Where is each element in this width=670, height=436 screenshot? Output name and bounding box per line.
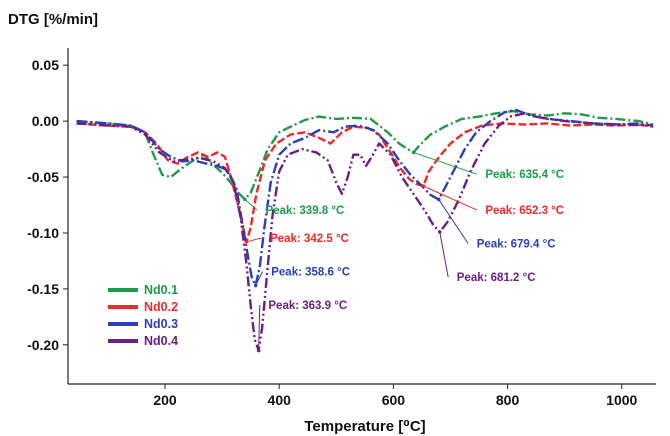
y-axis-title: DTG [%/min] xyxy=(8,11,98,28)
peak-leader-line xyxy=(423,185,477,211)
x-tick-label: 1000 xyxy=(606,392,637,408)
peak-leader-line xyxy=(438,199,469,244)
peak-leader-line xyxy=(246,237,262,243)
series-line-nd0-3 xyxy=(76,108,654,287)
x-axis-title: Temperature [⁰C] xyxy=(304,418,425,435)
peak-label: Peak: 342.5 °C xyxy=(270,233,349,245)
peak-leader-line xyxy=(258,305,261,351)
x-tick-label: 400 xyxy=(268,392,292,408)
series-line-nd0-4 xyxy=(76,112,654,352)
y-tick-label: -0.10 xyxy=(27,225,59,241)
peak-label: Peak: 635.4 °C xyxy=(485,169,564,181)
peak-leader-line xyxy=(439,231,449,278)
x-tick-label: 600 xyxy=(382,392,406,408)
peak-label: Peak: 339.8 °C xyxy=(266,205,345,217)
y-tick-label: 0.00 xyxy=(32,113,59,129)
y-tick-label: -0.05 xyxy=(27,169,59,185)
legend-entry: Nd0.4 xyxy=(144,334,178,348)
peak-marker xyxy=(411,150,416,155)
axes: 200 400 600 800 1000 0.05 0.00 -0.05 -0.10 -0.15 -… xyxy=(27,48,656,408)
peak-label: Peak: 679.4 °C xyxy=(477,239,556,251)
legend-entry: Nd0.3 xyxy=(144,317,178,331)
peak-leader-line xyxy=(255,271,264,286)
series-line-nd0-2 xyxy=(76,122,654,244)
peak-label: Peak: 363.9 °C xyxy=(268,300,347,312)
y-tick-label: -0.20 xyxy=(27,337,59,353)
peak-marker xyxy=(437,230,442,234)
legend-entry: Nd0.2 xyxy=(144,300,178,314)
peak-label: Peak: 652.3 °C xyxy=(485,205,564,217)
series-lines xyxy=(76,108,654,352)
legend-entry: Nd0.1 xyxy=(144,283,178,297)
peak-marker xyxy=(253,283,258,288)
x-tick-label: 800 xyxy=(496,392,520,408)
y-tick-label: -0.15 xyxy=(27,281,59,297)
peak-label: Peak: 358.6 °C xyxy=(271,266,350,278)
peak-leader-line xyxy=(244,199,258,211)
peak-label: Peak: 681.2 °C xyxy=(457,272,536,284)
legend: Nd0.1 Nd0.2 Nd0.3 Nd0.4 xyxy=(108,283,178,348)
peak-annotations: Peak: 339.8 °C Peak: 342.5 °C Peak: 358.6 … xyxy=(243,150,564,353)
peak-marker xyxy=(243,197,247,202)
peak-leader-line xyxy=(413,151,477,175)
peak-marker xyxy=(436,197,441,202)
peak-marker xyxy=(256,348,261,353)
peak-marker xyxy=(244,240,249,244)
peak-marker xyxy=(421,184,426,188)
x-tick-label: 200 xyxy=(153,392,177,408)
series-line-nd0-1 xyxy=(76,109,654,201)
y-tick-label: 0.05 xyxy=(32,57,59,73)
